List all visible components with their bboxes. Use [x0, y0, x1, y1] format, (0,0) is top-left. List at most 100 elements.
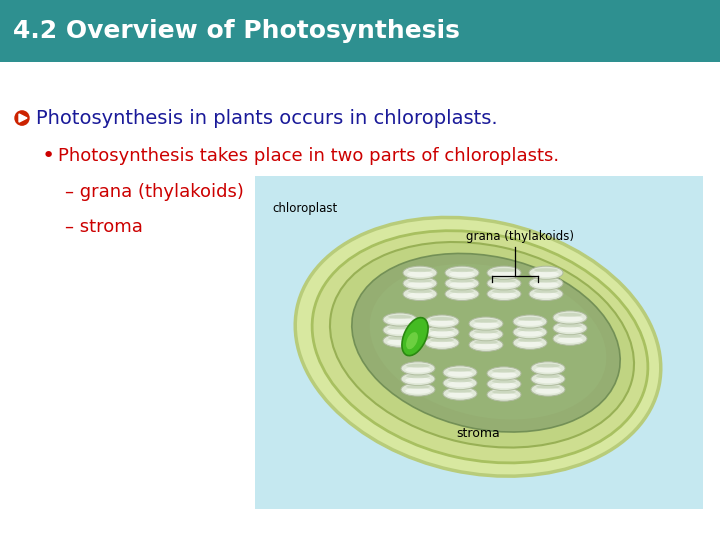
Ellipse shape	[513, 326, 547, 339]
Ellipse shape	[469, 338, 503, 352]
Ellipse shape	[487, 377, 521, 390]
Ellipse shape	[406, 385, 430, 389]
Ellipse shape	[473, 343, 499, 349]
Ellipse shape	[295, 218, 661, 476]
Ellipse shape	[408, 271, 433, 277]
Ellipse shape	[558, 323, 582, 327]
Circle shape	[15, 111, 29, 125]
Ellipse shape	[491, 382, 517, 388]
Text: Photosynthesis in plants occurs in chloroplasts.: Photosynthesis in plants occurs in chlor…	[36, 109, 498, 127]
Ellipse shape	[447, 381, 473, 387]
Ellipse shape	[492, 369, 516, 373]
Ellipse shape	[408, 279, 432, 283]
Ellipse shape	[492, 268, 516, 272]
Ellipse shape	[401, 362, 435, 375]
Ellipse shape	[388, 336, 412, 340]
Ellipse shape	[352, 253, 620, 432]
Ellipse shape	[553, 332, 587, 345]
Ellipse shape	[553, 321, 587, 335]
Ellipse shape	[369, 264, 606, 420]
Ellipse shape	[491, 393, 517, 399]
Ellipse shape	[535, 388, 561, 394]
Ellipse shape	[429, 330, 455, 336]
Ellipse shape	[531, 372, 565, 386]
Ellipse shape	[448, 368, 472, 372]
Ellipse shape	[448, 389, 472, 393]
Ellipse shape	[425, 326, 459, 339]
Ellipse shape	[403, 276, 437, 290]
Ellipse shape	[492, 289, 516, 293]
Ellipse shape	[330, 242, 634, 448]
Ellipse shape	[536, 385, 560, 389]
Ellipse shape	[443, 376, 477, 390]
Ellipse shape	[383, 313, 417, 326]
Ellipse shape	[387, 318, 413, 324]
Ellipse shape	[383, 323, 417, 337]
Ellipse shape	[469, 317, 503, 330]
Ellipse shape	[517, 320, 543, 326]
Ellipse shape	[518, 328, 542, 332]
Text: chloroplast: chloroplast	[272, 202, 337, 215]
Ellipse shape	[491, 282, 517, 288]
Ellipse shape	[405, 388, 431, 394]
Ellipse shape	[388, 326, 412, 329]
Ellipse shape	[474, 329, 498, 334]
Ellipse shape	[492, 380, 516, 383]
Ellipse shape	[408, 289, 432, 293]
Ellipse shape	[430, 317, 454, 321]
Polygon shape	[19, 114, 27, 122]
Ellipse shape	[529, 287, 563, 301]
Text: stroma: stroma	[456, 427, 500, 440]
Ellipse shape	[445, 276, 479, 290]
Ellipse shape	[408, 282, 433, 288]
Ellipse shape	[534, 292, 559, 298]
Ellipse shape	[517, 330, 543, 336]
Ellipse shape	[535, 377, 561, 383]
Ellipse shape	[557, 337, 582, 343]
Ellipse shape	[449, 292, 474, 298]
Ellipse shape	[447, 371, 473, 377]
Ellipse shape	[405, 377, 431, 383]
Ellipse shape	[487, 266, 521, 279]
Ellipse shape	[531, 383, 565, 396]
Ellipse shape	[487, 388, 521, 401]
Ellipse shape	[429, 341, 455, 347]
Ellipse shape	[534, 289, 558, 293]
Ellipse shape	[518, 317, 542, 321]
Ellipse shape	[536, 374, 560, 379]
Ellipse shape	[518, 338, 542, 342]
Ellipse shape	[406, 364, 430, 368]
Ellipse shape	[517, 341, 543, 347]
Text: grana (thylakoids): grana (thylakoids)	[466, 230, 574, 243]
Ellipse shape	[557, 316, 582, 322]
Ellipse shape	[487, 367, 521, 380]
Ellipse shape	[474, 340, 498, 344]
Ellipse shape	[450, 289, 474, 293]
Ellipse shape	[448, 379, 472, 382]
Ellipse shape	[553, 311, 587, 324]
Bar	[255, 176, 703, 510]
Ellipse shape	[492, 390, 516, 394]
Ellipse shape	[408, 292, 433, 298]
Ellipse shape	[474, 319, 498, 323]
Ellipse shape	[513, 315, 547, 328]
Ellipse shape	[312, 231, 648, 463]
Ellipse shape	[406, 374, 430, 379]
Ellipse shape	[425, 315, 459, 328]
Ellipse shape	[406, 332, 418, 349]
Ellipse shape	[387, 339, 413, 345]
Ellipse shape	[403, 266, 437, 279]
Ellipse shape	[558, 334, 582, 338]
Text: – grana (thylakoids): – grana (thylakoids)	[65, 183, 244, 201]
Text: 4.2 Overview of Photosynthesis: 4.2 Overview of Photosynthesis	[13, 19, 460, 43]
Ellipse shape	[487, 287, 521, 301]
Ellipse shape	[445, 266, 479, 279]
Ellipse shape	[388, 315, 412, 319]
Ellipse shape	[405, 367, 431, 373]
Ellipse shape	[403, 287, 437, 301]
Ellipse shape	[450, 279, 474, 283]
Ellipse shape	[558, 313, 582, 317]
Text: Photosynthesis takes place in two parts of chloroplasts.: Photosynthesis takes place in two parts …	[58, 147, 559, 165]
Ellipse shape	[445, 287, 479, 301]
Ellipse shape	[425, 336, 459, 349]
